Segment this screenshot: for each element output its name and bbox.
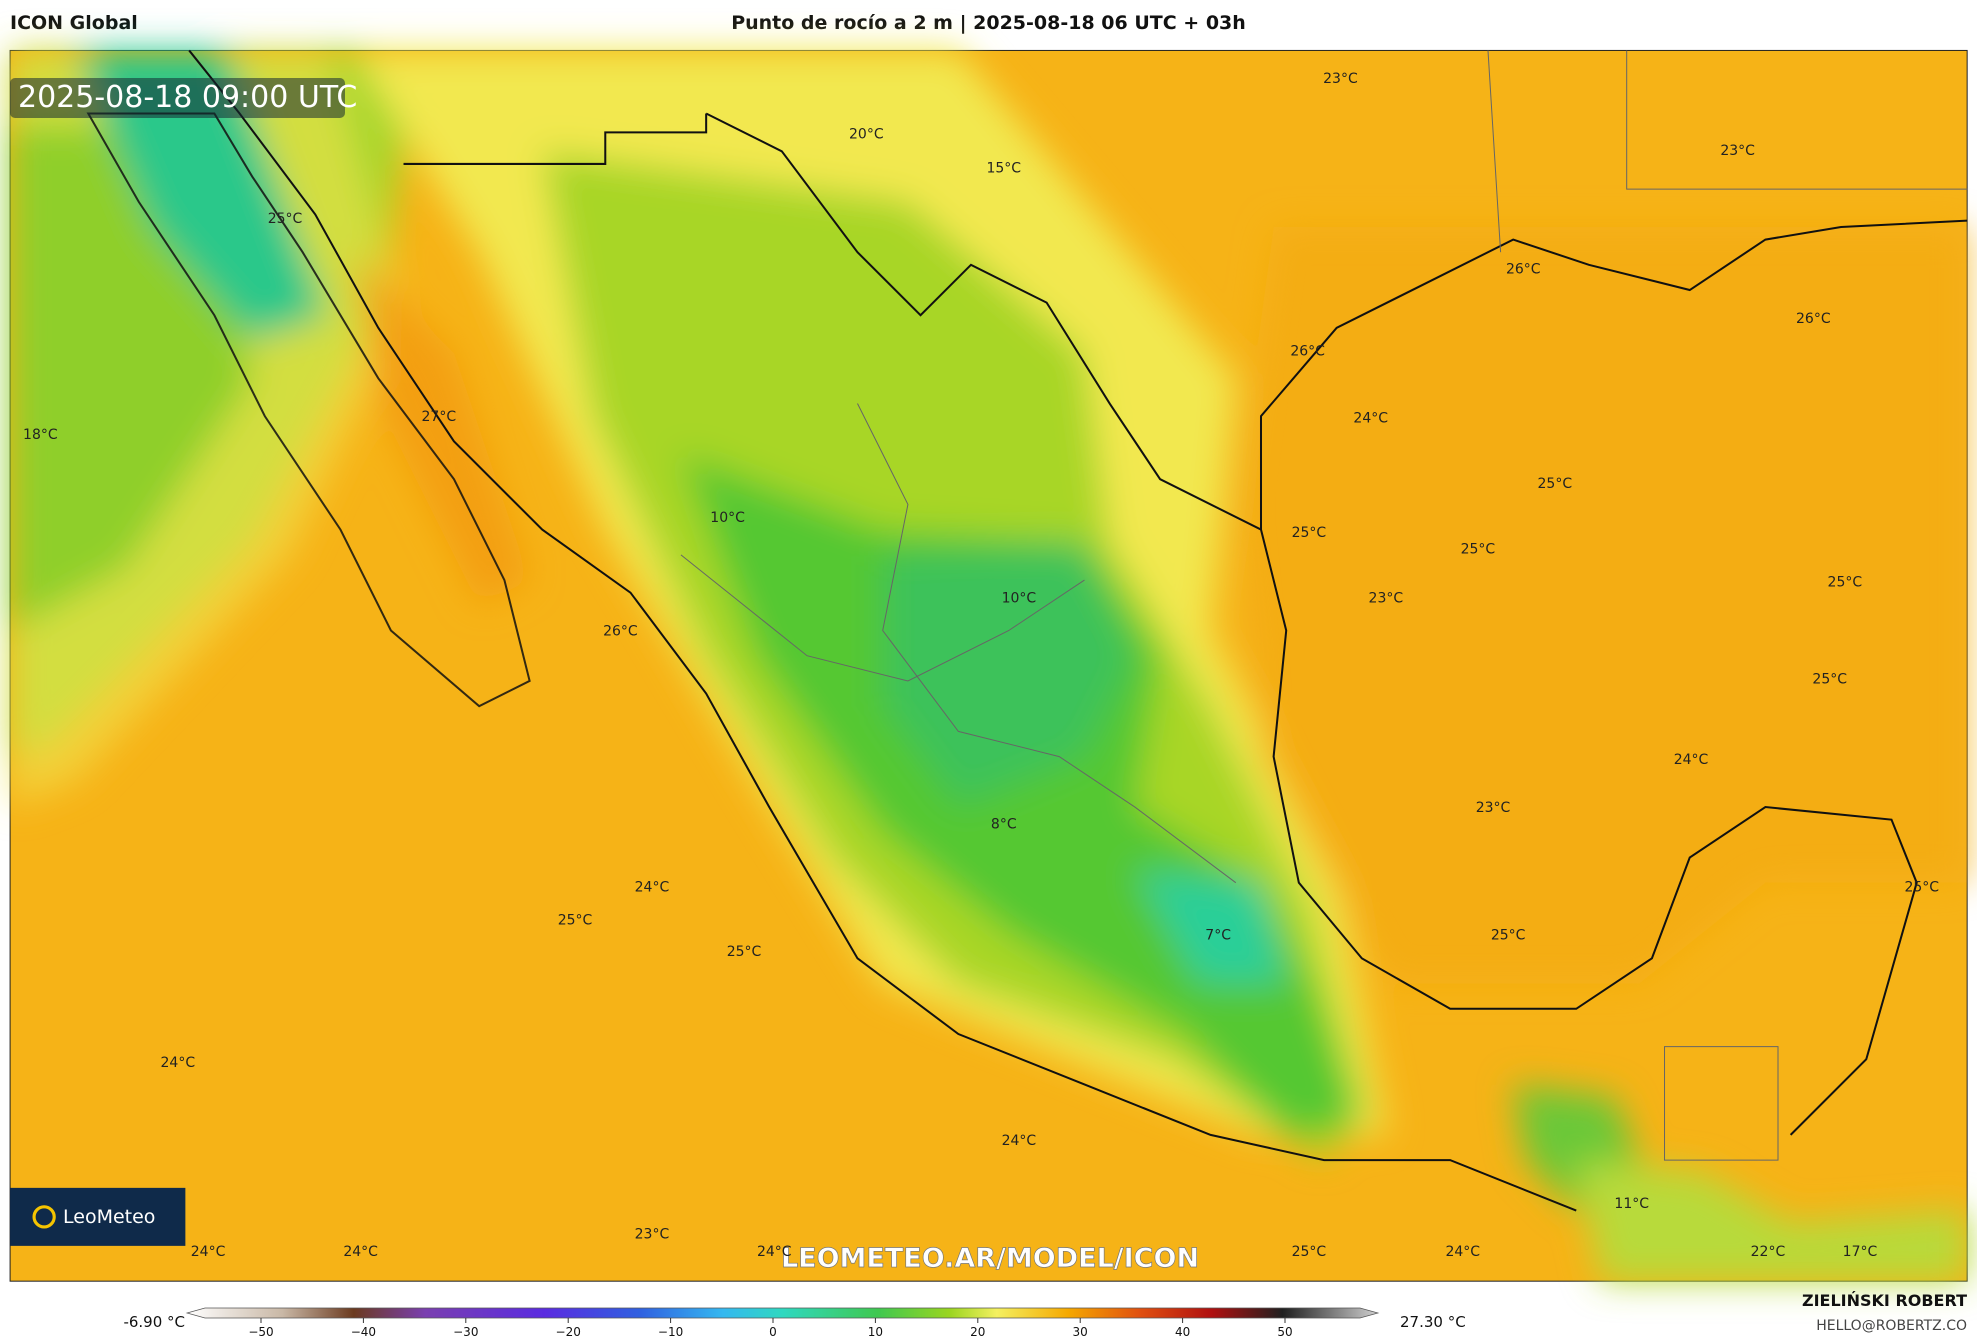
- map-label: 26°C: [603, 624, 638, 640]
- map-labels: 23°C 20°C 15°C 23°C 25°C 26°C 26°C 26°C 18°C 27°C…: [23, 71, 1939, 1260]
- colorbar-min: -6.90 °C: [123, 1313, 185, 1331]
- colorbar-tick-label: −20: [556, 1325, 581, 1338]
- colorbar-tick-label: 30: [1073, 1325, 1088, 1338]
- map-label: 23°C: [1720, 143, 1755, 159]
- map-label: 23°C: [1476, 800, 1511, 816]
- map-label: 24°C: [161, 1055, 196, 1071]
- colorbar-tick-label: 40: [1175, 1325, 1190, 1338]
- map-label: 23°C: [1369, 591, 1404, 607]
- timestamp-box: [10, 78, 345, 118]
- email: HELLO@ROBERTZ.CO: [1816, 1318, 1967, 1334]
- map-label: 26°C: [1796, 311, 1831, 327]
- map-label: 20°C: [849, 127, 884, 143]
- map-label: 27°C: [422, 409, 457, 425]
- map-label: 24°C: [1353, 410, 1388, 426]
- map-label: 24°C: [1445, 1244, 1480, 1260]
- colorbar-tick-label: −50: [248, 1325, 273, 1338]
- colorbar-tick-label: −10: [658, 1325, 683, 1338]
- map-label: 25°C: [1292, 1244, 1327, 1260]
- timestamp: 2025-08-18 09:00 UTC: [18, 80, 357, 115]
- colorbar-tick-label: 10: [868, 1325, 883, 1338]
- map-label: 25°C: [727, 944, 762, 960]
- map-label: 24°C: [1674, 752, 1709, 768]
- map-label: 23°C: [635, 1226, 670, 1242]
- map-title: Punto de rocío a 2 m | 2025-08-18 06 UTC…: [731, 12, 1246, 34]
- map-label: 15°C: [986, 161, 1021, 177]
- map-label: 25°C: [1292, 525, 1327, 541]
- watermark: LEOMETEO.AR/MODEL/ICON: [781, 1243, 1199, 1274]
- map-label: 26°C: [1506, 262, 1541, 278]
- colorbar-tick-label: 0: [769, 1325, 777, 1338]
- map-label: 25°C: [268, 211, 303, 227]
- map-label: 22°C: [1751, 1244, 1786, 1260]
- map-label: 24°C: [635, 879, 670, 895]
- map-label: 25°C: [1828, 574, 1863, 590]
- map-label: 10°C: [710, 510, 745, 526]
- map-label: 24°C: [757, 1244, 792, 1260]
- author: ZIELIŃSKI ROBERT: [1802, 1291, 1967, 1310]
- map-label: 26°C: [1290, 344, 1325, 360]
- colorbar-ticks: −50 −40 −30 −20 −10 0 10 20 30 40 50: [248, 1318, 1293, 1338]
- colorbar-tick-label: −30: [453, 1325, 478, 1338]
- map-label: 18°C: [23, 427, 58, 443]
- map-label: 8°C: [991, 816, 1017, 832]
- map-label: 7°C: [1205, 927, 1231, 943]
- map-label: 10°C: [1002, 591, 1037, 607]
- map-label: 24°C: [191, 1244, 226, 1260]
- colorbar-tick-label: −40: [351, 1325, 376, 1338]
- map-label: 25°C: [1538, 476, 1573, 492]
- map-label: 25°C: [1904, 879, 1939, 895]
- map-label: 24°C: [343, 1244, 378, 1260]
- colorbar-max: 27.30 °C: [1400, 1313, 1466, 1331]
- model-name: ICON Global: [10, 12, 138, 34]
- map-label: 25°C: [1491, 927, 1526, 943]
- colorbar-tick-label: 50: [1277, 1325, 1292, 1338]
- map-label: 23°C: [1323, 71, 1358, 87]
- map-label: 25°C: [558, 912, 593, 928]
- map-label: 17°C: [1843, 1244, 1878, 1260]
- map-label: 24°C: [1002, 1133, 1037, 1149]
- logo: LeoMeteo: [63, 1206, 155, 1228]
- colorbar: [185, 1307, 1380, 1319]
- map-label: 25°C: [1461, 542, 1496, 558]
- map-label: 11°C: [1614, 1196, 1649, 1212]
- map-label: 25°C: [1812, 671, 1847, 687]
- colorbar-tick-label: 20: [970, 1325, 985, 1338]
- map-area: [9, 49, 1968, 1282]
